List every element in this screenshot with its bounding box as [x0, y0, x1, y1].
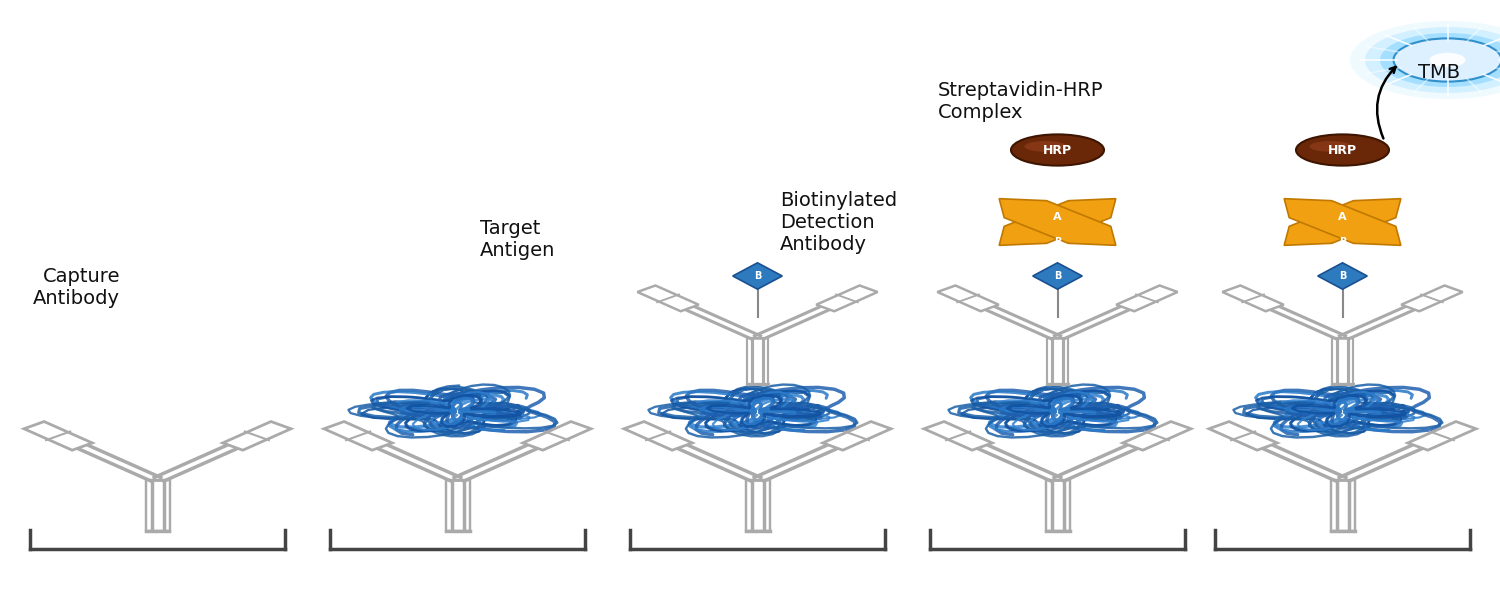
Polygon shape — [999, 199, 1116, 245]
Text: B: B — [1054, 271, 1060, 281]
Text: HRP: HRP — [1042, 143, 1072, 157]
FancyBboxPatch shape — [747, 338, 768, 384]
Polygon shape — [1116, 286, 1178, 311]
Polygon shape — [1032, 263, 1082, 289]
Polygon shape — [1222, 286, 1284, 311]
Text: TMB: TMB — [1418, 62, 1460, 82]
Text: HRP: HRP — [1328, 143, 1358, 157]
Polygon shape — [1317, 263, 1368, 289]
Ellipse shape — [1024, 141, 1066, 152]
Text: Target
Antigen: Target Antigen — [480, 220, 555, 260]
Polygon shape — [822, 422, 891, 450]
Polygon shape — [816, 286, 878, 311]
Text: A: A — [1338, 212, 1347, 222]
Polygon shape — [222, 422, 291, 450]
Polygon shape — [1407, 422, 1476, 450]
FancyBboxPatch shape — [146, 480, 170, 531]
Circle shape — [1430, 53, 1466, 67]
Polygon shape — [1284, 199, 1401, 245]
FancyBboxPatch shape — [446, 480, 470, 531]
Circle shape — [1350, 21, 1500, 99]
FancyBboxPatch shape — [1330, 480, 1354, 531]
Circle shape — [1380, 33, 1500, 87]
Polygon shape — [938, 286, 999, 311]
FancyBboxPatch shape — [746, 480, 770, 531]
Polygon shape — [638, 286, 699, 311]
Ellipse shape — [1310, 141, 1352, 152]
Polygon shape — [924, 422, 993, 450]
Text: Streptavidin-HRP
Complex: Streptavidin-HRP Complex — [938, 82, 1102, 122]
Text: A: A — [1053, 212, 1062, 222]
Polygon shape — [24, 422, 93, 450]
FancyBboxPatch shape — [1047, 338, 1068, 384]
Polygon shape — [1122, 422, 1191, 450]
Text: Biotinylated
Detection
Antibody: Biotinylated Detection Antibody — [780, 191, 897, 253]
Circle shape — [1394, 38, 1500, 82]
Ellipse shape — [1296, 134, 1389, 166]
Text: Capture
Antibody: Capture Antibody — [33, 268, 120, 308]
FancyBboxPatch shape — [1046, 480, 1070, 531]
Polygon shape — [1209, 422, 1278, 450]
Polygon shape — [732, 263, 783, 289]
Polygon shape — [1401, 286, 1462, 311]
FancyBboxPatch shape — [1332, 338, 1353, 384]
Polygon shape — [522, 422, 591, 450]
Text: B: B — [1340, 271, 1346, 281]
Polygon shape — [999, 199, 1116, 245]
Polygon shape — [1284, 199, 1401, 245]
Polygon shape — [624, 422, 693, 450]
Ellipse shape — [1011, 134, 1104, 166]
Text: B: B — [754, 271, 760, 281]
Text: B: B — [1054, 237, 1060, 247]
Text: B: B — [1340, 237, 1346, 247]
Circle shape — [1365, 27, 1500, 93]
Polygon shape — [324, 422, 393, 450]
